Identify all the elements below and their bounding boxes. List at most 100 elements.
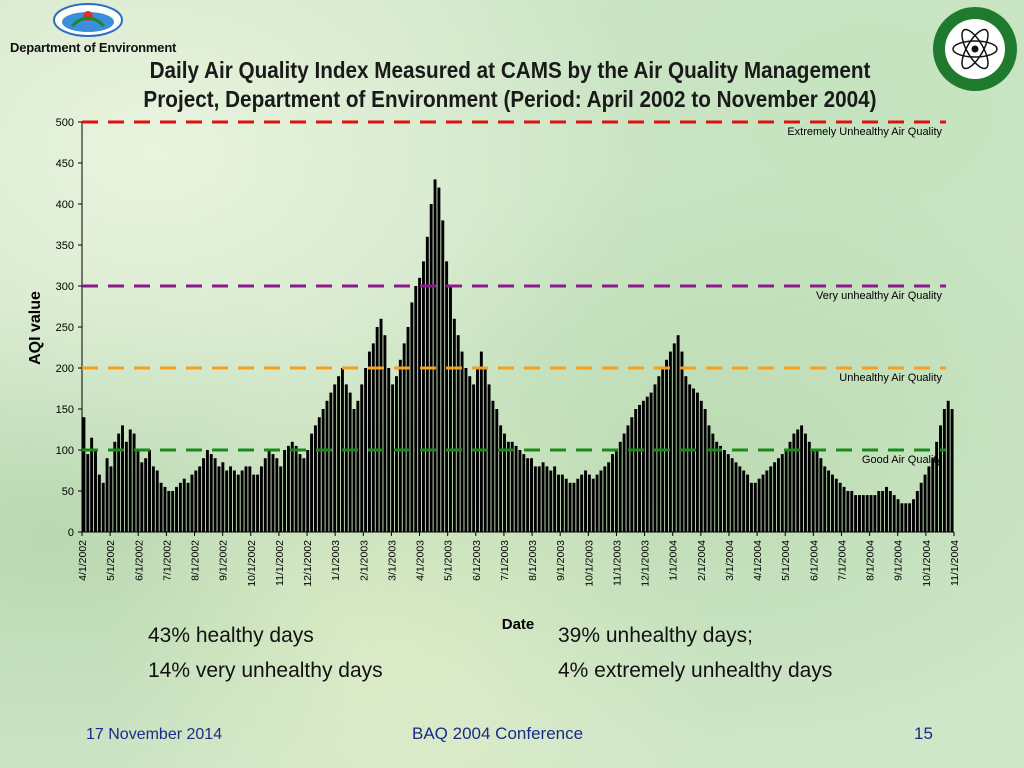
aqi-bar (310, 433, 314, 532)
aqi-bar (271, 454, 275, 532)
y-tick-label: 0 (68, 527, 74, 539)
aqi-bar (788, 441, 792, 532)
aqi-bar (263, 458, 267, 532)
aqi-bar (537, 466, 541, 532)
aqi-bar (761, 474, 765, 532)
footer-conference: BAQ 2004 Conference (412, 724, 584, 743)
stat-extremely-unhealthy-days: 4% extremely unhealthy days (558, 659, 833, 682)
aqi-bar (541, 462, 545, 532)
aqi-bar (383, 335, 387, 532)
aqi-bar (742, 470, 746, 532)
x-tick-label: 1/1/2003 (330, 540, 342, 581)
aqi-bar (175, 486, 178, 532)
aqi-bar (105, 458, 109, 532)
aqi-bar (915, 491, 919, 532)
aqi-bar (549, 470, 553, 532)
x-tick-label: 6/1/2003 (471, 540, 483, 581)
aqi-bar (186, 482, 190, 532)
aqi-bar (205, 450, 209, 532)
aqi-bar (240, 470, 244, 532)
aqi-bar (780, 454, 784, 532)
aqi-bar (749, 482, 753, 532)
aqi-bar (603, 466, 607, 532)
x-tick-label: 9/1/2003 (555, 540, 567, 581)
aqi-bar (881, 491, 885, 532)
x-tick-label: 9/1/2004 (893, 540, 905, 581)
aqi-bar (807, 441, 811, 532)
aqi-bar (159, 482, 163, 532)
threshold-label: Good Air Quality (862, 454, 943, 466)
aqi-chart: 0 50 100 150 200 250 300 350 400 450 500 Extremely… (27, 117, 961, 630)
aqi-bar (514, 445, 518, 532)
aqi-bar (900, 503, 904, 532)
y-tick-label: 500 (56, 117, 74, 129)
aqi-bar (942, 409, 946, 532)
aqi-bar (244, 466, 248, 532)
aqi-bar (784, 450, 788, 532)
aqi-bar (765, 470, 769, 532)
x-tick-label: 8/1/2004 (865, 540, 877, 581)
x-axis-label: Date (502, 616, 535, 630)
aqi-bar (796, 429, 800, 532)
aqi-bar (530, 458, 533, 532)
aqi-bar (124, 441, 128, 532)
aqi-bar (445, 261, 449, 532)
aqi-bar (491, 400, 495, 532)
aqi-bar (919, 482, 923, 532)
atom-emblem-icon (933, 7, 1017, 91)
chart-title: Daily Air Quality Index Measured at CAMS… (105, 56, 915, 114)
aqi-bar (391, 384, 395, 532)
aqi-bar (460, 351, 464, 532)
bars (82, 179, 954, 533)
aqi-bar (182, 478, 186, 532)
aqi-bar (757, 478, 761, 532)
aqi-bar (503, 433, 506, 532)
threshold-label: Unhealthy Air Quality (839, 372, 942, 384)
footer-date: 17 November 2014 (86, 726, 223, 743)
aqi-bar (190, 474, 194, 532)
aqi-bar (148, 450, 151, 532)
aqi-bar (599, 470, 603, 532)
aqi-bar (136, 450, 140, 532)
aqi-bar (587, 474, 591, 532)
aqi-bar (699, 400, 703, 532)
aqi-bar (97, 474, 101, 532)
aqi-bar (865, 495, 869, 532)
aqi-bar (672, 343, 676, 532)
aqi-bar (854, 495, 858, 532)
aqi-bar (414, 286, 418, 532)
aqi-bar (248, 466, 252, 532)
aqi-bar (668, 351, 672, 532)
aqi-bar (410, 302, 414, 532)
x-tick-label: 11/1/2003 (611, 540, 623, 586)
aqi-bar (121, 425, 124, 532)
y-tick-label: 100 (56, 445, 74, 457)
aqi-bar (406, 327, 410, 532)
aqi-bar (557, 474, 560, 532)
x-tick-label: 1/1/2004 (668, 540, 680, 581)
stat-healthy-days: 43% healthy days (148, 624, 314, 647)
aqi-bar (614, 450, 618, 532)
aqi-bar (479, 351, 483, 532)
aqi-bar (823, 466, 827, 532)
aqi-bar (676, 335, 680, 532)
aqi-bar (526, 458, 530, 532)
aqi-bar (441, 220, 445, 532)
aqi-bar (719, 445, 723, 532)
y-tick-label: 450 (56, 158, 74, 170)
x-tick-label: 12/1/2003 (640, 540, 652, 587)
aqi-bar (202, 458, 206, 532)
aqi-bar (792, 433, 796, 532)
aqi-bar (236, 474, 240, 532)
x-tick-label: 12/1/2002 (302, 540, 314, 587)
aqi-bar (375, 327, 379, 532)
aqi-bar (753, 482, 757, 532)
aqi-bar (171, 491, 175, 532)
aqi-bar (151, 466, 155, 532)
aqi-bar (850, 491, 854, 532)
aqi-bar (387, 368, 391, 532)
aqi-bar (86, 454, 90, 532)
x-tick-label: 5/1/2002 (105, 540, 117, 581)
aqi-bar (452, 318, 456, 532)
x-tick-label: 2/1/2003 (358, 540, 370, 581)
